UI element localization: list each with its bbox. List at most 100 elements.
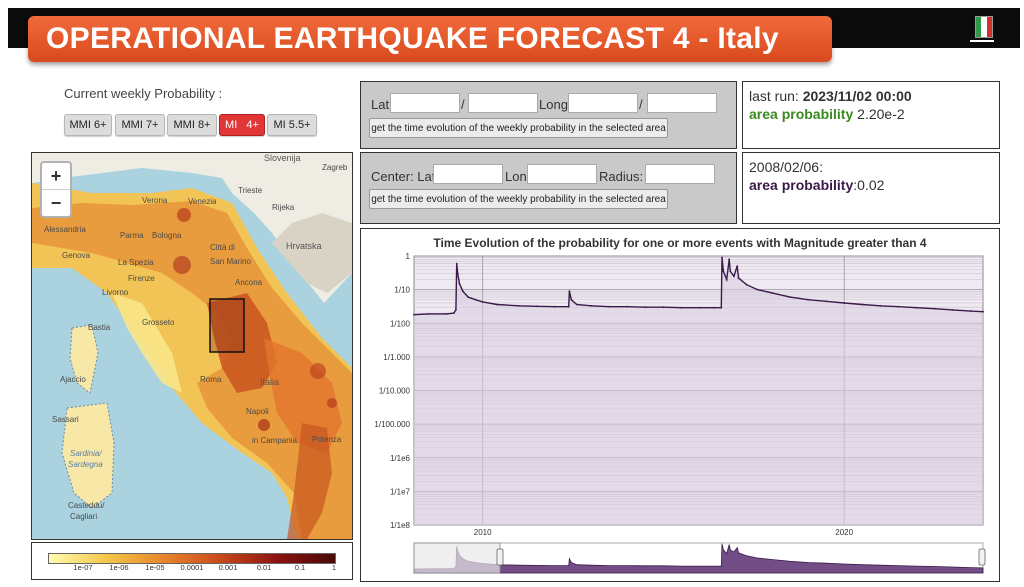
data-point	[467, 296, 470, 298]
map-label: San Marino	[210, 257, 251, 266]
area-probability-label: area probability	[749, 106, 854, 122]
data-point	[456, 272, 459, 275]
area-evolution-button[interactable]: get the time evolution of the weekly pro…	[369, 118, 668, 138]
color-legend: 1e-07 1e-06 1e-05 0.0001 0.001 0.01 0.1 …	[31, 542, 353, 580]
mi55-button[interactable]: MI 5.5+	[267, 114, 317, 136]
navigator-mask	[413, 542, 501, 574]
data-point	[933, 307, 936, 310]
lat-max-input[interactable]	[468, 93, 538, 113]
map-label: Roma	[200, 375, 222, 384]
radius-label: Radius:	[599, 169, 644, 184]
navigator-handle-right[interactable]	[978, 548, 986, 566]
last-run-date: 2023/11/02 00:00	[802, 88, 912, 104]
data-point	[729, 270, 732, 273]
data-point	[455, 262, 458, 265]
map-label: Napoli	[246, 407, 269, 416]
y-tick-label: 1	[406, 252, 411, 261]
long-min-input[interactable]	[568, 93, 638, 113]
legend-tick: 1e-06	[109, 563, 129, 572]
data-point	[737, 277, 740, 279]
data-point	[662, 306, 665, 309]
map-label: Bastia	[88, 323, 111, 332]
area-probability-value: 2.20e-2	[857, 106, 905, 122]
map-label: Livorno	[102, 288, 129, 297]
data-point	[590, 304, 592, 307]
circle-evolution-button[interactable]: get the time evolution of the weekly pro…	[369, 189, 668, 209]
lon-label: Lon	[505, 169, 527, 184]
selection-rectangle	[209, 298, 245, 353]
map-label: Alessandria	[44, 225, 86, 234]
mmi7-button[interactable]: MMI 7+	[115, 114, 165, 136]
map-label: Italia	[260, 377, 280, 387]
series-line	[413, 257, 984, 316]
map-canvas[interactable]	[32, 153, 352, 539]
last-run-panel: last run: 2023/11/02 00:00 area probabil…	[742, 81, 1000, 149]
mi4-button[interactable]: MI 4+	[219, 114, 265, 136]
y-tick-label: 1/10	[394, 286, 410, 295]
data-point	[474, 298, 477, 301]
data-point	[698, 306, 701, 309]
map-label: Genova	[62, 251, 91, 260]
data-point	[496, 303, 498, 306]
data-point	[861, 303, 864, 306]
series-area	[414, 257, 983, 525]
map-label: Grosseto	[142, 318, 175, 327]
italy-flag-icon[interactable]	[975, 16, 993, 38]
x-tick-label: 2020	[835, 528, 853, 537]
y-tick-label: 1/1e6	[390, 454, 411, 463]
data-point	[722, 270, 725, 273]
data-point	[969, 310, 972, 312]
legend-tick: 1e-07	[73, 563, 93, 572]
area-selection-form: Lat / Long / get the time evolution of t…	[360, 81, 737, 149]
data-point	[843, 302, 846, 304]
y-tick-label: 1/1e7	[390, 487, 411, 496]
map-label: Parma	[120, 231, 144, 240]
data-point	[721, 256, 723, 259]
data-point	[725, 278, 728, 281]
map-label: Bologna	[152, 231, 182, 240]
data-point	[897, 305, 900, 308]
data-point	[733, 275, 735, 278]
map-label: Città di	[210, 243, 235, 252]
x-tick-label: 2010	[474, 528, 492, 537]
legend-tick: 0.01	[256, 563, 272, 572]
map-label: Potenza	[312, 435, 342, 444]
legend-tick: 0.0001	[180, 563, 204, 572]
center-lon-input[interactable]	[527, 164, 597, 184]
legend-tick: 1e-05	[145, 563, 165, 572]
navigator-handle-left[interactable]	[496, 548, 504, 566]
y-tick-label: 1/100.000	[374, 420, 410, 429]
data-point	[568, 290, 571, 293]
data-point	[720, 306, 723, 309]
hazard-map[interactable]: + − Slovenija Zagreb Trieste Rijeka Hrva…	[31, 152, 353, 540]
long-max-input[interactable]	[647, 93, 717, 113]
radius-input[interactable]	[645, 164, 715, 184]
mmi6-button[interactable]: MMI 6+	[64, 114, 112, 136]
map-label: in Campania	[252, 436, 297, 445]
data-point	[756, 288, 759, 291]
selected-date: 2008/02/06:	[749, 159, 823, 175]
slash-label: /	[639, 97, 643, 112]
data-point	[745, 283, 748, 286]
selected-date-panel: 2008/02/06: area probability:0.02	[742, 152, 1000, 224]
y-tick-label: 1/1.000	[383, 353, 410, 362]
y-tick-label: 1/10.000	[379, 387, 411, 396]
zoom-in-button[interactable]: +	[50, 165, 62, 186]
data-point	[807, 298, 809, 301]
data-point	[481, 301, 484, 303]
page-title: OPERATIONAL EARTHQUAKE FORECAST 4 - Ital…	[46, 22, 779, 55]
data-point	[825, 300, 827, 303]
center-lat-input[interactable]	[433, 164, 503, 184]
zoom-out-button[interactable]: −	[42, 189, 70, 216]
map-label: Rijeka	[272, 203, 295, 212]
chart-canvas[interactable]: 1 1/10 1/100 1/1.000 1/10.000 1/100.000 1/1e6 1…	[361, 229, 997, 579]
data-point	[455, 309, 457, 311]
legend-tick: 0.1	[294, 563, 306, 572]
lat-min-input[interactable]	[390, 93, 460, 113]
data-point	[951, 309, 954, 311]
title-banner	[28, 16, 832, 62]
data-point	[536, 305, 538, 308]
probability-chart[interactable]: Time Evolution of the probability for on…	[360, 228, 1000, 582]
mmi8-button[interactable]: MMI 8+	[167, 114, 217, 136]
zoom-control[interactable]: + −	[40, 161, 72, 218]
